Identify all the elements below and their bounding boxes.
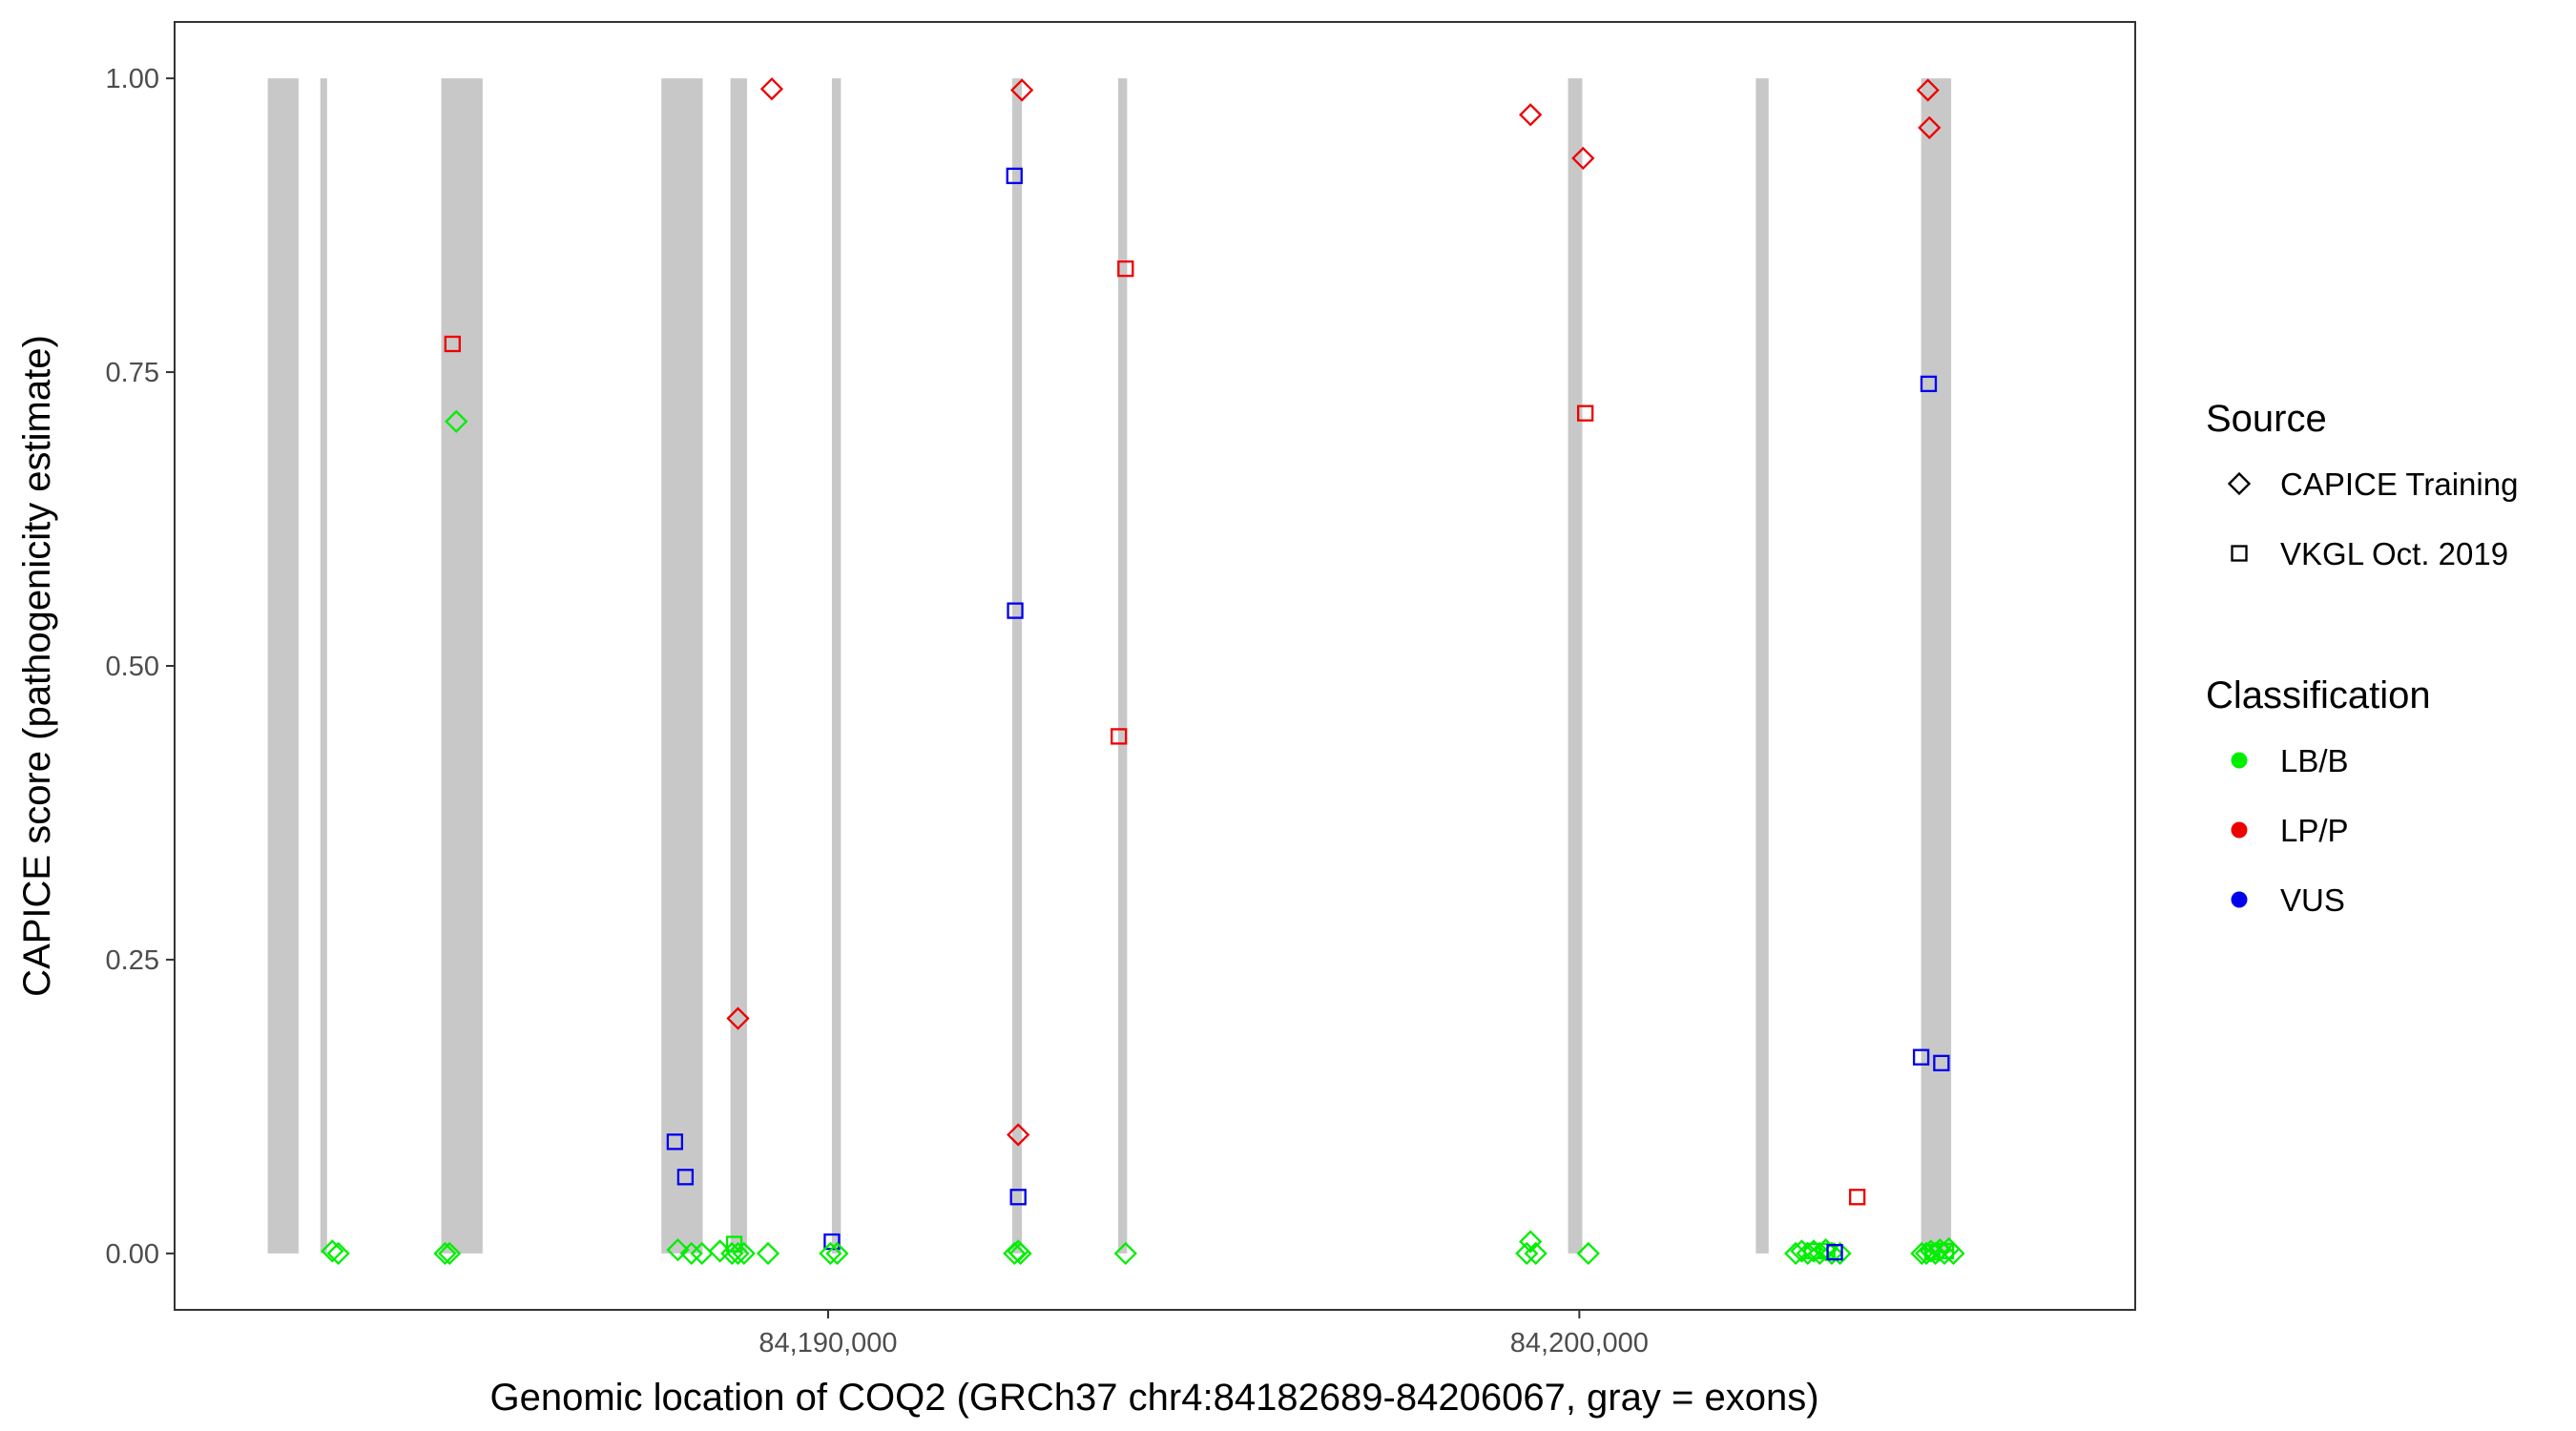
capice-training-point (1519, 1230, 1543, 1254)
y-axis: 0.00 0.25 0.50 0.75 1.00 (106, 64, 175, 1270)
vkgl-point (666, 1133, 684, 1151)
capice-training-point (666, 1238, 690, 1262)
data-points (321, 77, 1965, 1266)
capice-training-point (438, 1241, 462, 1266)
capice-training-point (679, 1241, 703, 1266)
capice-training-point (445, 409, 468, 433)
capice-training-point (321, 1239, 344, 1263)
capice-training-point (1571, 146, 1595, 171)
exon-band (1568, 78, 1583, 1254)
legend-classification-title: Classification (2206, 674, 2431, 716)
y-tick-label: 1.00 (106, 64, 159, 94)
vkgl-point (1933, 1054, 1950, 1071)
capice-training-point (1010, 78, 1034, 102)
y-tick-label: 0.00 (106, 1239, 159, 1270)
capice-training-point (433, 1241, 457, 1266)
vkgl-point (1577, 404, 1594, 422)
legend-classification-label: VUS (2280, 882, 2345, 918)
vkgl-point (676, 1169, 695, 1186)
vkgl-point (1912, 1048, 1930, 1066)
legend-source-label: VKGL Oct. 2019 (2280, 536, 2508, 571)
vkgl-point (1937, 1242, 1955, 1260)
legend-classification: Classification LB/B LP/P VUS (2206, 674, 2431, 918)
exon-band (1755, 78, 1769, 1254)
legend-classification-key (2231, 891, 2248, 908)
exon-band (1117, 78, 1128, 1254)
legend-source: Source CAPICE Training VKGL Oct. 2019 (2206, 398, 2518, 571)
y-tick-label: 0.75 (106, 358, 159, 388)
capice-training-point (1916, 78, 1940, 102)
vkgl-point (1007, 602, 1024, 619)
legend-classification-label: LB/B (2280, 743, 2349, 778)
exon-band (730, 78, 747, 1254)
vkgl-point (444, 335, 461, 353)
exon-band (1011, 78, 1023, 1254)
vkgl-point (1111, 728, 1128, 745)
exon-band (661, 78, 703, 1254)
capice-training-point (1942, 1241, 1965, 1266)
capice-training-point (1515, 1241, 1539, 1266)
legend-classification-key (2231, 752, 2248, 769)
legend-classification-key (2231, 821, 2248, 839)
vkgl-point (1920, 375, 1938, 393)
capice-training-point (1918, 115, 1942, 139)
legend-source-label: CAPICE Training (2280, 467, 2518, 502)
x-axis: 84,190,000 84,200,000 (758, 1310, 1649, 1358)
y-tick-label: 0.25 (106, 945, 159, 976)
capice-training-point (1914, 1241, 1939, 1266)
vkgl-point (1117, 260, 1134, 278)
capice-training-point (1008, 1241, 1032, 1266)
legend-classification-label: LP/P (2280, 813, 2349, 848)
capice-training-point (326, 1241, 350, 1266)
capice-training-point (756, 1241, 780, 1266)
capice-training-point (819, 1241, 842, 1266)
capice-training-point (1007, 1123, 1030, 1147)
vkgl-point (1826, 1243, 1843, 1261)
capice-training-point (1576, 1241, 1600, 1266)
vkgl-point (725, 1235, 743, 1253)
vkgl-point (1009, 1189, 1027, 1206)
legend-source-key (2227, 471, 2252, 496)
capice-training-point (1113, 1241, 1137, 1266)
x-axis-title: Genomic location of COQ2 (GRCh37 chr4:84… (489, 1377, 1818, 1419)
exon-bands (267, 78, 1952, 1254)
exon-band (320, 78, 327, 1254)
legend-source-key (2231, 545, 2248, 562)
capice-training-point (1819, 1241, 1844, 1266)
exon-band (831, 78, 841, 1254)
capice-training-point (726, 1006, 750, 1030)
y-axis-title: CAPICE score (pathogenicity estimate) (16, 335, 58, 997)
y-tick-label: 0.50 (106, 652, 159, 682)
capice-training-point (825, 1241, 849, 1266)
exon-band (1921, 78, 1952, 1254)
x-tick-label: 84,190,000 (758, 1328, 897, 1358)
vkgl-point (1006, 167, 1023, 185)
x-tick-label: 84,200,000 (1510, 1328, 1649, 1358)
legend-source-title: Source (2206, 398, 2327, 440)
capice-training-point (1524, 1241, 1548, 1266)
exon-band (267, 78, 299, 1254)
vkgl-point (1849, 1189, 1866, 1206)
capice-training-point (1519, 103, 1543, 127)
capice-training-point (690, 1241, 714, 1266)
capice-training-point (759, 77, 784, 101)
exon-band (441, 78, 483, 1254)
